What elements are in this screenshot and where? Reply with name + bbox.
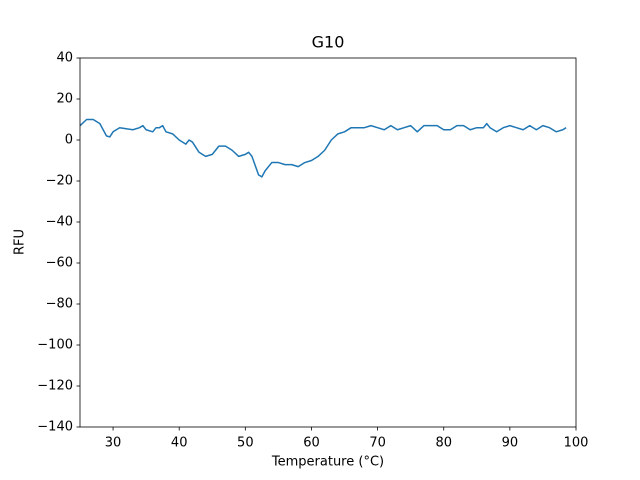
y-tick-label: 40 — [56, 51, 73, 66]
y-tick-label: −20 — [46, 174, 73, 189]
y-tick-label: −140 — [37, 420, 73, 435]
x-axis-label: Temperature (°C) — [271, 455, 384, 470]
chart-title: G10 — [312, 33, 345, 52]
y-tick-label: 20 — [56, 92, 73, 107]
y-tick-label: −120 — [37, 379, 73, 394]
y-tick-label: −100 — [37, 338, 73, 353]
y-tick-label: −80 — [46, 297, 73, 312]
y-axis-label: RFU — [13, 229, 28, 255]
y-tick-label: 0 — [65, 133, 73, 148]
x-tick-label: 60 — [303, 436, 320, 451]
x-tick-label: 30 — [105, 436, 122, 451]
x-tick-label: 90 — [502, 436, 519, 451]
x-tick-label: 70 — [369, 436, 386, 451]
x-tick-label: 80 — [435, 436, 452, 451]
y-tick-label: −60 — [46, 256, 73, 271]
plot-frame — [79, 57, 577, 428]
y-tick-label: −40 — [46, 215, 73, 230]
x-tick-label: 100 — [564, 436, 589, 451]
x-tick-label: 50 — [237, 436, 254, 451]
x-tick-label: 40 — [171, 436, 188, 451]
data-line — [80, 118, 567, 178]
